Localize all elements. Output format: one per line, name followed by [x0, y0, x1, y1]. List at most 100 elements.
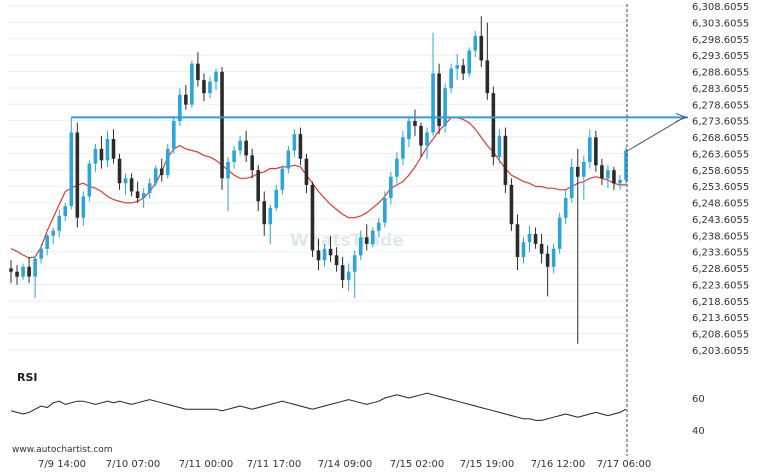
candle-body — [208, 81, 212, 94]
grid — [8, 5, 628, 351]
y-tick-label: 6,223.6055 — [692, 280, 749, 291]
candle-body — [551, 248, 556, 267]
candle-body — [123, 178, 128, 184]
candle — [39, 243, 43, 264]
candle — [600, 158, 604, 185]
candle-body — [624, 150, 628, 180]
candle — [57, 209, 62, 238]
candle-body — [594, 137, 598, 166]
candle — [9, 260, 13, 284]
candle-body — [467, 50, 472, 74]
candle-body — [563, 198, 568, 218]
candle — [111, 129, 116, 164]
x-tick-label: 7/15 19:00 — [460, 459, 514, 470]
candle — [618, 175, 622, 190]
candle — [594, 130, 598, 172]
candle — [485, 22, 490, 100]
candle-body — [15, 271, 19, 277]
source-label: www.autochartist.com — [12, 445, 113, 455]
y-tick-label: 6,248.6055 — [692, 199, 749, 210]
candle-body — [509, 184, 514, 225]
candle-body — [57, 216, 62, 231]
rsi-panel: 60 40 — [10, 392, 705, 437]
candle — [159, 158, 164, 182]
candle-body — [569, 166, 574, 199]
candle — [557, 212, 562, 254]
candle-body — [117, 158, 122, 184]
candle — [316, 238, 321, 271]
y-tick-label: 6,233.6055 — [692, 248, 749, 259]
candle-body — [135, 191, 140, 199]
candle-body — [328, 248, 333, 256]
y-tick-label: 6,243.6055 — [692, 215, 749, 226]
candle-body — [69, 132, 74, 207]
candle — [364, 224, 369, 251]
y-tick-label: 6,263.6055 — [692, 149, 749, 160]
candle-body — [383, 198, 387, 223]
candle — [63, 202, 68, 221]
candle-body — [214, 71, 218, 82]
candle-body — [600, 165, 604, 179]
candle — [449, 63, 453, 94]
candle — [497, 129, 502, 164]
candle-body — [437, 73, 441, 126]
candle — [147, 178, 152, 199]
candle — [473, 30, 478, 58]
candle — [455, 53, 459, 81]
candle-body — [165, 148, 170, 176]
x-tick-label: 7/17 06:00 — [597, 459, 651, 470]
y-tick-label: 6,278.6055 — [692, 100, 749, 111]
candle-body — [473, 35, 478, 51]
candle-body — [159, 168, 164, 176]
candle — [606, 165, 610, 189]
candle — [171, 116, 176, 154]
candle-body — [298, 134, 303, 159]
x-tick-label: 7/11 00:00 — [179, 459, 233, 470]
candle-body — [316, 250, 321, 261]
candle-body — [238, 140, 242, 151]
candle — [153, 165, 158, 187]
ma-line — [10, 117, 626, 259]
candle — [21, 263, 25, 280]
candle-body — [401, 137, 405, 159]
candle — [262, 191, 267, 236]
candle — [27, 256, 31, 284]
candle — [624, 147, 628, 185]
candle-body — [588, 137, 592, 162]
candle — [612, 166, 616, 190]
candle — [509, 178, 514, 231]
price-axis: 6,308.6055 6,303.6055 6,298.6055 6,293.6055… — [692, 2, 749, 357]
candle-body — [419, 125, 423, 146]
candle-body — [232, 150, 236, 162]
y-tick-label: 6,253.6055 — [692, 182, 749, 193]
x-tick-label: 7/11 17:00 — [247, 459, 301, 470]
candle-body — [99, 148, 104, 161]
candle — [256, 165, 261, 212]
projection-arrow — [675, 112, 688, 122]
candle — [352, 250, 357, 298]
candle-body — [27, 266, 31, 277]
candle — [575, 148, 580, 344]
candle-body — [220, 71, 224, 179]
candle-body — [196, 63, 200, 81]
candle-body — [274, 189, 279, 208]
y-tick-label: 6,283.6055 — [692, 84, 749, 95]
y-tick-label: 6,258.6055 — [692, 166, 749, 177]
candle — [545, 245, 550, 297]
candle — [340, 256, 345, 289]
y-tick-label: 6,238.6055 — [692, 231, 749, 242]
candle — [220, 66, 224, 190]
candle-body — [87, 163, 92, 197]
candle — [443, 83, 447, 133]
candle-body — [292, 134, 297, 151]
candle-body — [346, 271, 351, 280]
y-tick-label: 6,293.6055 — [692, 51, 749, 62]
candle — [123, 173, 128, 195]
candle — [467, 47, 472, 77]
candle-body — [364, 237, 369, 244]
candle-body — [515, 224, 520, 257]
y-tick-label: 6,273.6055 — [692, 117, 749, 128]
candle — [358, 230, 363, 261]
candle-body — [105, 139, 110, 161]
